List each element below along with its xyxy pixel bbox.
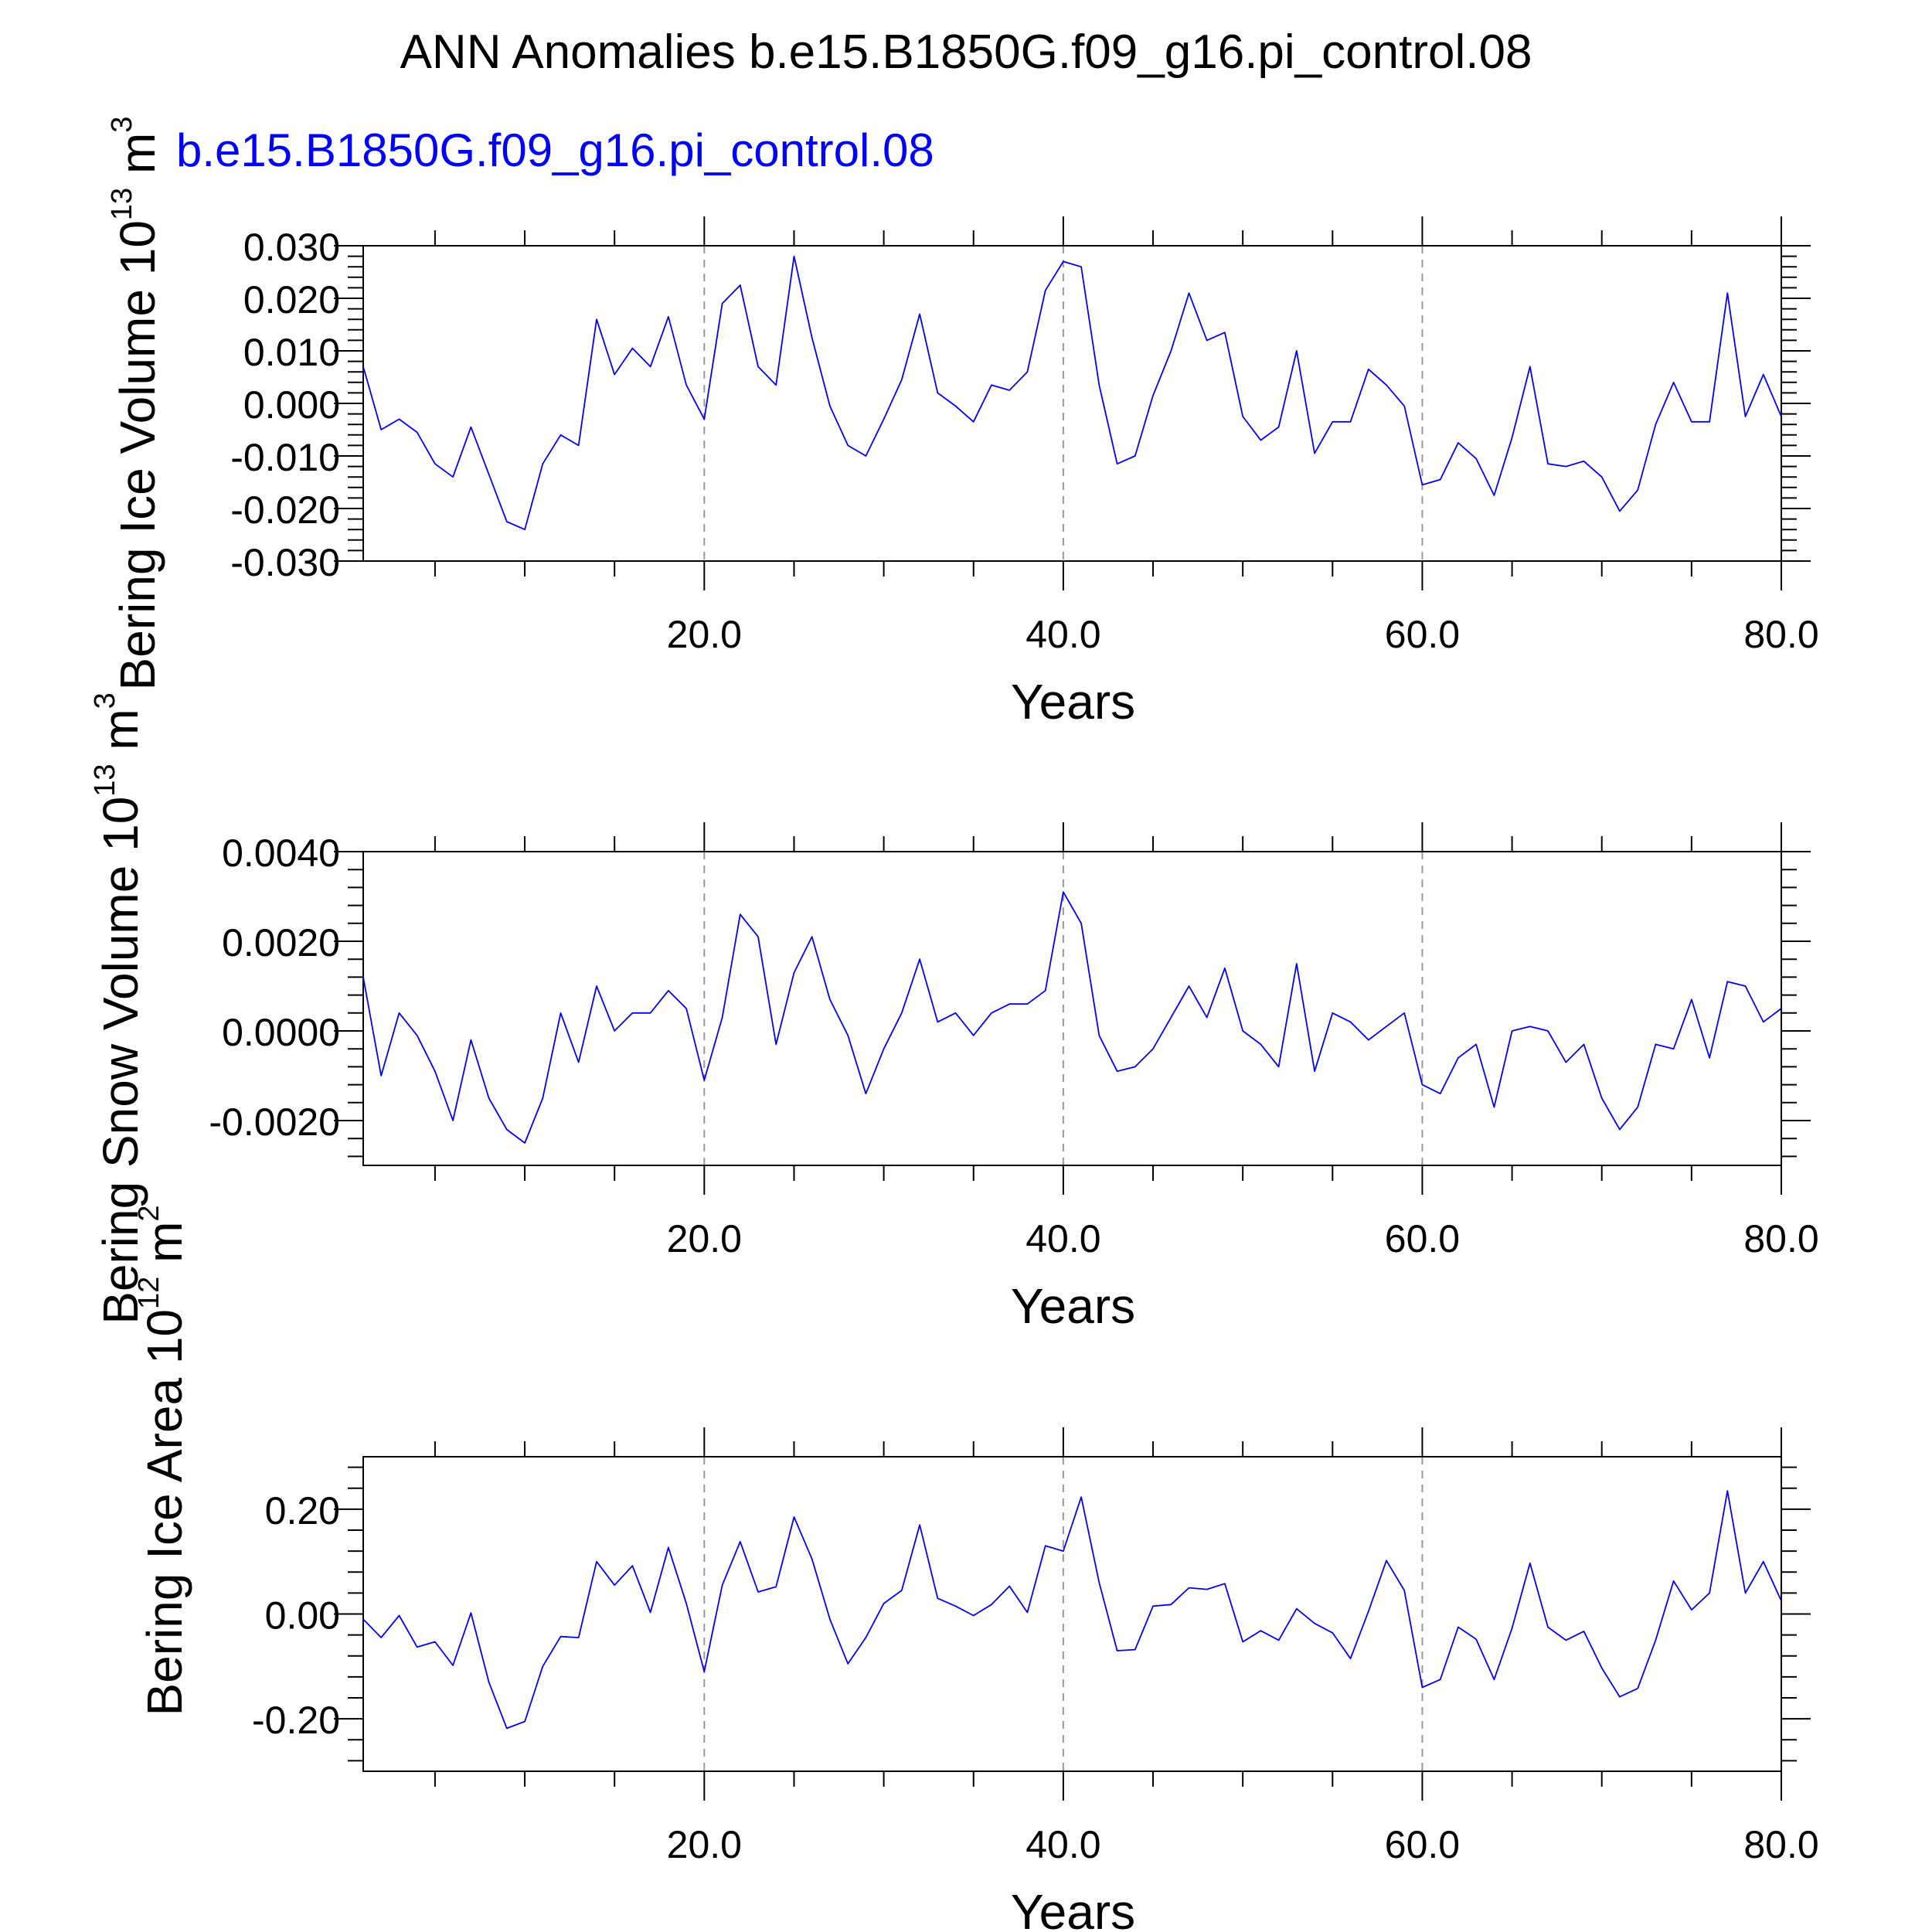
y-tick-label: -0.20 bbox=[252, 1699, 340, 1742]
x-tick-label: 40.0 bbox=[1026, 1217, 1100, 1260]
y-tick-label: -0.020 bbox=[230, 488, 340, 532]
x-tick-label: 80.0 bbox=[1743, 1217, 1818, 1260]
x-tick-label: 40.0 bbox=[1026, 613, 1100, 656]
y-tick-label: 0.000 bbox=[243, 383, 340, 427]
y-tick-label: 0.0020 bbox=[222, 921, 340, 964]
x-tick-label: 60.0 bbox=[1385, 613, 1460, 656]
x-tick-label: 20.0 bbox=[667, 1823, 742, 1866]
x-tick-label: 80.0 bbox=[1743, 613, 1818, 656]
case-label: b.e15.B1850G.f09_g16.pi_control.08 bbox=[176, 124, 934, 176]
figure-title: ANN Anomalies b.e15.B1850G.f09_g16.pi_co… bbox=[400, 26, 1532, 79]
y-axis-title-exponent: 12 bbox=[133, 1277, 165, 1309]
y-axis-title-unit: m bbox=[137, 1222, 192, 1277]
y-tick-label: 0.0000 bbox=[222, 1011, 340, 1054]
panels: -0.030-0.020-0.0100.0000.0100.0200.03020… bbox=[89, 117, 1819, 1932]
x-tick-label: 20.0 bbox=[667, 1217, 742, 1260]
y-tick-label: 0.0040 bbox=[222, 832, 340, 875]
y-axis-title: Bering Ice Area 1012 m2 bbox=[133, 1205, 192, 1716]
y-axis-title-unit-exponent: 2 bbox=[133, 1205, 165, 1221]
y-axis-title-unit-exponent: 3 bbox=[89, 692, 121, 709]
chart-panel-1: -0.030 -0.020 -0.010 0.000 0.010 0.020 0.030 20… bbox=[106, 117, 1819, 730]
y-tick-label: -0.0020 bbox=[209, 1100, 340, 1144]
y-tick-label: -0.030 bbox=[230, 541, 340, 584]
y-tick-label: 0.010 bbox=[243, 331, 340, 374]
y-tick-label: 0.020 bbox=[243, 278, 340, 321]
x-tick-label: 80.0 bbox=[1743, 1823, 1818, 1866]
y-axis-title-exponent: 13 bbox=[106, 188, 138, 220]
y-tick-label: 0.20 bbox=[265, 1489, 340, 1532]
y-axis-title-unit: m bbox=[93, 709, 148, 764]
x-axis-title: Years bbox=[1011, 1278, 1135, 1334]
y-tick-label: -0.010 bbox=[230, 436, 340, 479]
y-axis-title-main: Bering Snow Volume 10 bbox=[93, 797, 148, 1325]
x-tick-label: 40.0 bbox=[1026, 1823, 1100, 1866]
x-tick-label: 60.0 bbox=[1385, 1823, 1460, 1866]
y-axis-title-main: Bering Ice Volume 10 bbox=[110, 220, 165, 690]
x-axis-title: Years bbox=[1011, 674, 1135, 730]
y-axis-title-exponent: 13 bbox=[89, 764, 121, 796]
chart-panel-2: -0.0020 0.0000 0.0020 0.0040 20.0 40.0 60.0 80.… bbox=[89, 692, 1819, 1334]
y-axis-title: Bering Snow Volume 1013 m3 bbox=[89, 692, 148, 1325]
chart-panel-3: -0.20 0.00 0.20 20.0 40.0 60.0 80.0 Years Bering… bbox=[133, 1205, 1819, 1932]
y-tick-label: 0.030 bbox=[243, 226, 340, 269]
x-axis-title: Years bbox=[1011, 1884, 1135, 1932]
y-axis-title: Bering Ice Volume 1013 m3 bbox=[106, 117, 165, 691]
x-tick-label: 20.0 bbox=[667, 613, 742, 656]
y-axis-title-main: Bering Ice Area 10 bbox=[137, 1309, 192, 1716]
y-axis-title-unit-exponent: 3 bbox=[106, 117, 138, 133]
x-tick-label: 60.0 bbox=[1385, 1217, 1460, 1260]
y-tick-label: 0.00 bbox=[265, 1594, 340, 1638]
y-axis-title-unit: m bbox=[110, 133, 165, 188]
